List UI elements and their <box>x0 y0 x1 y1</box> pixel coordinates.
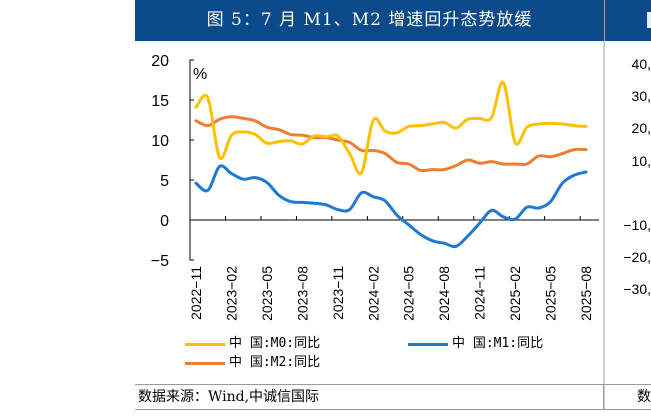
next-source-fragment: 数 <box>637 389 651 405</box>
right-y-tick: 40, <box>631 56 651 72</box>
x-tick-label: 2022−11 <box>188 266 204 320</box>
right-y-tick: 30, <box>631 88 651 104</box>
legend-swatch-m2 <box>185 361 225 365</box>
legend-item-m2: 中 国:M2:同比 <box>185 354 320 372</box>
y-tick-label: −5 <box>151 253 169 270</box>
y-tick-label: 20 <box>151 53 169 70</box>
source-row: 数据来源：Wind,中诚信国际 数 <box>135 384 651 410</box>
x-tick-label: 2024−05 <box>401 266 417 321</box>
x-tick-label: 2023−11 <box>330 266 346 320</box>
right-y-tick: 10, <box>631 153 651 169</box>
data-source: 数据来源：Wind,中诚信国际 <box>138 389 320 405</box>
figure-header: 图 5：7 月 M1、M2 增速回升态势放缓 <box>135 0 651 41</box>
x-tick-label: 2025−08 <box>578 266 594 321</box>
x-tick-label: 2025−02 <box>507 266 523 321</box>
x-tick-label: 2023−02 <box>223 266 239 321</box>
x-axis: 2022−11 2023−02 2023−05 2023−08 2023−11 2024−… <box>188 216 599 321</box>
x-tick-label: 2024−11 <box>472 266 488 320</box>
series-lines <box>194 80 588 249</box>
legend-label-m1: 中 国:M1:同比 <box>452 336 544 351</box>
right-y-tick: 20, <box>631 120 651 136</box>
y-tick-label: 10 <box>151 133 169 150</box>
right-y-tick: −20, <box>623 249 651 265</box>
chart-legend: 中 国:M0:同比 中 国:M1:同比 中 国:M2:同比 <box>185 335 585 381</box>
next-figure-title-fragment <box>647 12 651 28</box>
x-tick-label: 2023−08 <box>294 266 310 321</box>
legend-label-m0: 中 国:M0:同比 <box>229 336 321 351</box>
source-divider <box>603 385 604 409</box>
right-panel-y-axis: 40, 30, 20, 10, −10, −20, −30, <box>605 41 651 341</box>
legend-item-m1: 中 国:M1:同比 <box>408 335 543 353</box>
x-tick-label: 2024−02 <box>365 266 381 321</box>
series-line-m0 <box>194 80 588 176</box>
y-unit-label: % <box>193 66 207 83</box>
right-y-tick: −30, <box>623 281 651 297</box>
series-line-m2 <box>194 115 588 173</box>
header-divider <box>604 0 605 41</box>
y-axis: 20 15 10 5 0 −5 <box>151 53 194 270</box>
y-tick-label: 15 <box>151 93 169 110</box>
legend-swatch-m1 <box>408 342 448 346</box>
legend-swatch-m0 <box>185 342 225 346</box>
y-tick-label: 5 <box>160 173 169 190</box>
column-divider <box>603 41 605 409</box>
legend-item-m0: 中 国:M0:同比 <box>185 335 320 353</box>
y-tick-label: 0 <box>160 213 169 230</box>
right-y-tick: −10, <box>623 217 651 233</box>
figure-title: 图 5：7 月 M1、M2 增速回升态势放缓 <box>206 10 533 30</box>
x-tick-label: 2023−05 <box>259 266 275 321</box>
x-tick-label: 2025−05 <box>543 266 559 321</box>
x-tick-label: 2024−08 <box>436 266 452 321</box>
series-line-m1 <box>194 164 588 249</box>
legend-label-m2: 中 国:M2:同比 <box>229 355 321 370</box>
